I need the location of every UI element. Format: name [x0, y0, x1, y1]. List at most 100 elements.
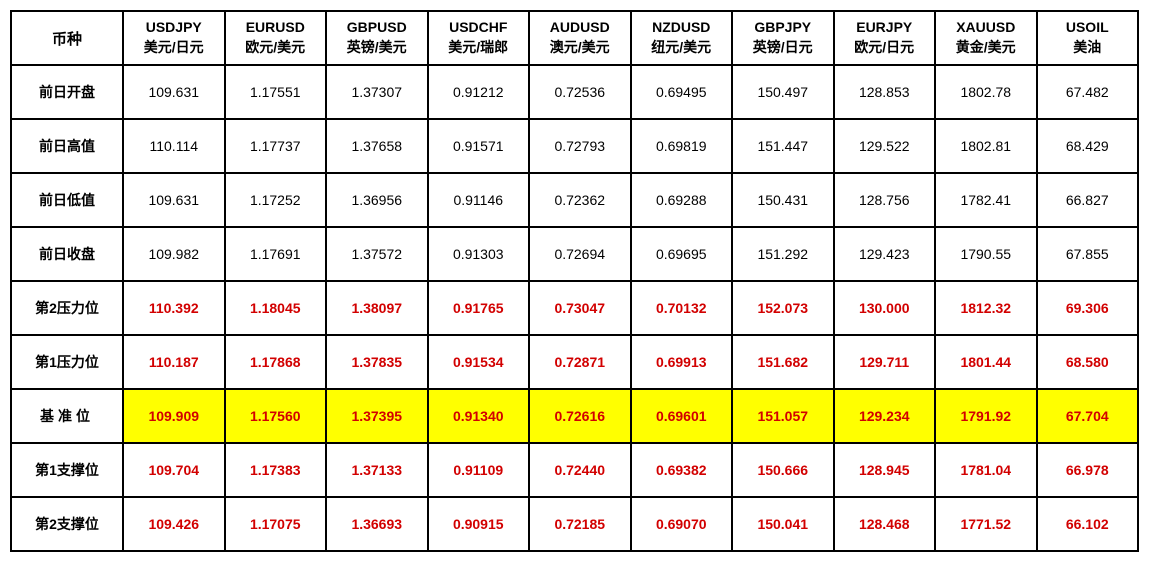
data-cell: 152.073	[732, 281, 834, 335]
data-cell: 1802.78	[935, 65, 1037, 119]
column-symbol: XAUUSD	[936, 18, 1036, 38]
data-cell: 0.73047	[529, 281, 631, 335]
column-header: USDJPY美元/日元	[123, 11, 225, 65]
row-label: 基准位	[11, 389, 123, 443]
table-row: 前日高值110.1141.177371.376580.915710.727930…	[11, 119, 1138, 173]
column-header: GBPJPY英镑/日元	[732, 11, 834, 65]
data-cell: 0.91765	[428, 281, 530, 335]
table-row: 第2支撑位109.4261.170751.366930.909150.72185…	[11, 497, 1138, 551]
data-cell: 1.37572	[326, 227, 428, 281]
data-cell: 1.17252	[225, 173, 327, 227]
data-cell: 1.37835	[326, 335, 428, 389]
column-pair: 纽元/美元	[632, 38, 732, 58]
data-cell: 68.580	[1037, 335, 1139, 389]
data-cell: 109.704	[123, 443, 225, 497]
data-cell: 1.17560	[225, 389, 327, 443]
data-cell: 0.90915	[428, 497, 530, 551]
column-pair: 欧元/日元	[835, 38, 935, 58]
data-cell: 0.91534	[428, 335, 530, 389]
data-cell: 109.631	[123, 65, 225, 119]
table-row: 第2压力位110.3921.180451.380970.917650.73047…	[11, 281, 1138, 335]
data-cell: 1.17868	[225, 335, 327, 389]
data-cell: 0.91212	[428, 65, 530, 119]
data-cell: 67.704	[1037, 389, 1139, 443]
row-label: 前日开盘	[11, 65, 123, 119]
column-symbol: USOIL	[1038, 18, 1138, 38]
column-header: AUDUSD澳元/美元	[529, 11, 631, 65]
data-cell: 1.37307	[326, 65, 428, 119]
header-row: 币种 USDJPY美元/日元EURUSD欧元/美元GBPUSD英镑/美元USDC…	[11, 11, 1138, 65]
data-cell: 0.69495	[631, 65, 733, 119]
data-cell: 1812.32	[935, 281, 1037, 335]
data-cell: 0.72536	[529, 65, 631, 119]
row-label: 第1压力位	[11, 335, 123, 389]
data-cell: 0.72793	[529, 119, 631, 173]
row-label: 前日低值	[11, 173, 123, 227]
data-cell: 1.17383	[225, 443, 327, 497]
data-cell: 0.69695	[631, 227, 733, 281]
table-row: 第1支撑位109.7041.173831.371330.911090.72440…	[11, 443, 1138, 497]
data-cell: 0.72362	[529, 173, 631, 227]
column-symbol: USDCHF	[429, 18, 529, 38]
forex-pivot-table: 币种 USDJPY美元/日元EURUSD欧元/美元GBPUSD英镑/美元USDC…	[10, 10, 1139, 552]
data-cell: 1802.81	[935, 119, 1037, 173]
data-cell: 109.426	[123, 497, 225, 551]
data-cell: 1.38097	[326, 281, 428, 335]
column-header: EURUSD欧元/美元	[225, 11, 327, 65]
data-cell: 1781.04	[935, 443, 1037, 497]
data-cell: 1782.41	[935, 173, 1037, 227]
data-cell: 1.18045	[225, 281, 327, 335]
data-cell: 0.69913	[631, 335, 733, 389]
data-cell: 68.429	[1037, 119, 1139, 173]
data-cell: 1.37395	[326, 389, 428, 443]
data-cell: 128.853	[834, 65, 936, 119]
data-cell: 150.431	[732, 173, 834, 227]
data-cell: 0.91571	[428, 119, 530, 173]
data-cell: 1790.55	[935, 227, 1037, 281]
data-cell: 1.36693	[326, 497, 428, 551]
column-pair: 欧元/美元	[226, 38, 326, 58]
data-cell: 151.447	[732, 119, 834, 173]
data-cell: 151.682	[732, 335, 834, 389]
data-cell: 150.497	[732, 65, 834, 119]
column-header: USOIL美油	[1037, 11, 1139, 65]
data-cell: 110.392	[123, 281, 225, 335]
column-pair: 澳元/美元	[530, 38, 630, 58]
column-symbol: USDJPY	[124, 18, 224, 38]
data-cell: 69.306	[1037, 281, 1139, 335]
data-cell: 66.827	[1037, 173, 1139, 227]
row-label: 前日收盘	[11, 227, 123, 281]
data-cell: 1.17691	[225, 227, 327, 281]
data-cell: 110.187	[123, 335, 225, 389]
column-pair: 黄金/美元	[936, 38, 1036, 58]
data-cell: 67.482	[1037, 65, 1139, 119]
data-cell: 0.72616	[529, 389, 631, 443]
table-row: 第1压力位110.1871.178681.378350.915340.72871…	[11, 335, 1138, 389]
data-cell: 1.36956	[326, 173, 428, 227]
table-row: 前日低值109.6311.172521.369560.911460.723620…	[11, 173, 1138, 227]
data-cell: 0.70132	[631, 281, 733, 335]
data-cell: 128.756	[834, 173, 936, 227]
data-cell: 130.000	[834, 281, 936, 335]
column-header: GBPUSD英镑/美元	[326, 11, 428, 65]
data-cell: 129.423	[834, 227, 936, 281]
column-symbol: GBPUSD	[327, 18, 427, 38]
column-header: XAUUSD黄金/美元	[935, 11, 1037, 65]
data-cell: 150.041	[732, 497, 834, 551]
data-cell: 1771.52	[935, 497, 1037, 551]
table-row: 基准位109.9091.175601.373950.913400.726160.…	[11, 389, 1138, 443]
data-cell: 0.91303	[428, 227, 530, 281]
column-pair: 英镑/日元	[733, 38, 833, 58]
data-cell: 0.91109	[428, 443, 530, 497]
data-cell: 109.982	[123, 227, 225, 281]
data-cell: 128.945	[834, 443, 936, 497]
data-cell: 0.91340	[428, 389, 530, 443]
data-cell: 0.72694	[529, 227, 631, 281]
data-cell: 1.17737	[225, 119, 327, 173]
data-cell: 0.72440	[529, 443, 631, 497]
data-cell: 1.17551	[225, 65, 327, 119]
row-label: 第2压力位	[11, 281, 123, 335]
data-cell: 129.711	[834, 335, 936, 389]
row-label: 第2支撑位	[11, 497, 123, 551]
data-cell: 150.666	[732, 443, 834, 497]
